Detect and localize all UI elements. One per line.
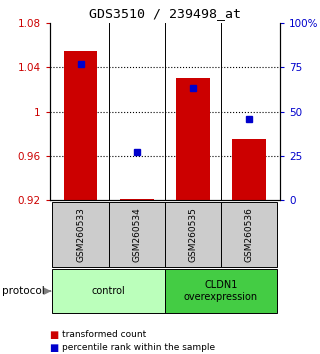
Title: GDS3510 / 239498_at: GDS3510 / 239498_at	[89, 7, 241, 21]
Bar	[232, 139, 266, 200]
Bar	[108, 202, 165, 267]
Bar	[176, 78, 210, 200]
Bar	[52, 202, 108, 267]
Bar	[221, 202, 277, 267]
Bar	[52, 269, 165, 313]
Bar	[120, 199, 154, 200]
Text: transformed count: transformed count	[62, 330, 147, 339]
Text: GSM260536: GSM260536	[244, 207, 253, 262]
Bar	[165, 202, 221, 267]
Text: CLDN1
overexpression: CLDN1 overexpression	[184, 280, 258, 302]
Bar	[64, 51, 97, 200]
Text: ■: ■	[50, 343, 59, 353]
Text: percentile rank within the sample: percentile rank within the sample	[62, 343, 216, 352]
Text: GSM260534: GSM260534	[132, 207, 141, 262]
Text: ■: ■	[50, 330, 59, 339]
Text: protocol: protocol	[2, 286, 44, 296]
Text: control: control	[92, 286, 125, 296]
Text: GSM260533: GSM260533	[76, 207, 85, 262]
Text: GSM260535: GSM260535	[188, 207, 197, 262]
Bar	[165, 269, 277, 313]
